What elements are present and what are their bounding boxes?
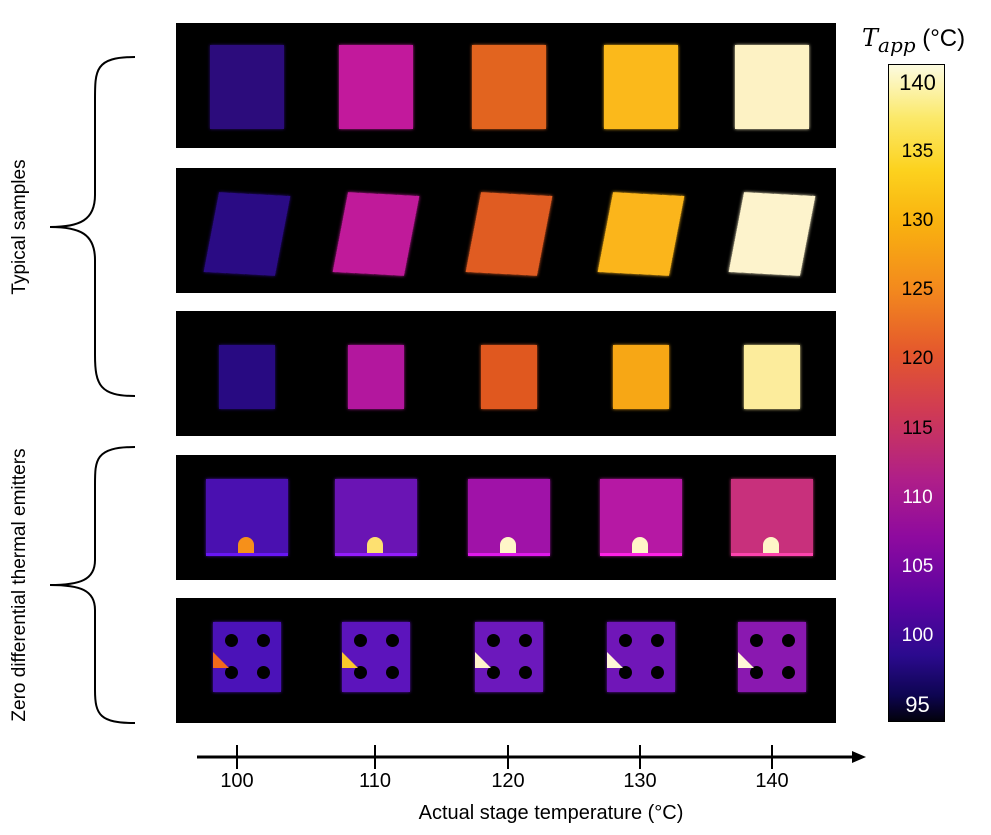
sample-thermal-image	[744, 345, 800, 409]
edge-strip	[731, 553, 813, 556]
hole	[619, 666, 632, 679]
hole	[225, 634, 238, 647]
colorbar-title-symbol: T	[862, 24, 879, 52]
colorbar-tick-label: 95	[905, 692, 930, 717]
hole	[651, 666, 664, 679]
hole	[257, 634, 270, 647]
hole	[386, 666, 399, 679]
sample-thermal-image	[348, 345, 404, 409]
edge-strip	[600, 553, 682, 556]
x-tick-label: 140	[755, 770, 789, 792]
sample-thermal-image	[475, 622, 543, 692]
thermal-image-row	[176, 168, 836, 293]
hole	[487, 666, 500, 679]
x-tick-label: 100	[220, 770, 254, 792]
hole	[519, 634, 532, 647]
thermal-image-row	[176, 598, 836, 723]
thermal-image-row	[176, 23, 836, 148]
colorbar-tick-label: 120	[901, 348, 934, 370]
hotspot	[763, 537, 779, 556]
hole	[651, 634, 664, 647]
hole	[354, 634, 367, 647]
colorbar-tick-label: 105	[901, 555, 934, 577]
sample-thermal-image	[735, 45, 809, 129]
colorbar-tick-label: 130	[901, 210, 934, 232]
hole	[782, 634, 795, 647]
colorbar-title-unit: (°C)	[915, 25, 966, 52]
hotspot	[238, 537, 254, 556]
label-typical-samples: Typical samples	[9, 159, 30, 295]
sample-thermal-image	[339, 45, 413, 129]
sample-thermal-image	[335, 479, 417, 556]
sample-thermal-image	[600, 479, 682, 556]
hole	[354, 666, 367, 679]
hotspot	[367, 537, 383, 556]
sample-thermal-image	[604, 45, 678, 129]
brace-typical-samples	[49, 56, 136, 397]
thermal-image-row	[176, 311, 836, 436]
hole	[257, 666, 270, 679]
colorbar-tick-label: 135	[901, 141, 934, 163]
hole	[386, 634, 399, 647]
sample-thermal-image	[206, 479, 288, 556]
sample-thermal-image	[210, 45, 284, 129]
colorbar-tick-label: 100	[901, 624, 934, 646]
colorbar-tick-label: 140	[899, 70, 936, 95]
arrow-head-icon	[852, 751, 866, 763]
hole	[225, 666, 238, 679]
hotspot	[632, 537, 648, 556]
x-tick-label: 110	[359, 770, 391, 792]
hole	[487, 634, 500, 647]
brace-zero-emitters	[49, 446, 136, 724]
colorbar-title: Tapp (°C)	[862, 24, 965, 58]
thermal-image-row	[176, 455, 836, 580]
colorbar-tick-label: 110	[902, 486, 933, 508]
x-tick-label: 120	[491, 770, 525, 792]
sample-thermal-image	[213, 622, 281, 692]
hole	[519, 666, 532, 679]
sample-thermal-image	[481, 345, 537, 409]
hole	[750, 666, 763, 679]
sample-thermal-image	[738, 622, 806, 692]
colorbar-tick-label: 125	[901, 279, 934, 301]
hotspot	[500, 537, 516, 556]
hole	[750, 634, 763, 647]
sample-thermal-image	[613, 345, 669, 409]
hole	[619, 634, 632, 647]
sample-thermal-image	[731, 479, 813, 556]
edge-strip	[206, 553, 288, 556]
colorbar-title-subscript: app	[878, 32, 916, 57]
colorbar-tick-label: 115	[902, 417, 933, 439]
sample-thermal-image	[607, 622, 675, 692]
x-axis-label: Actual stage temperature (°C)	[418, 802, 684, 824]
colorbar: 140 135 130 125 120 115 110 105 100 95	[888, 64, 945, 722]
sample-thermal-image	[342, 622, 410, 692]
hole	[782, 666, 795, 679]
edge-strip	[468, 553, 550, 556]
sample-thermal-image	[472, 45, 546, 129]
sample-thermal-image	[219, 345, 275, 409]
label-zero-differential-emitters: Zero differential thermal emitters	[9, 448, 30, 722]
edge-strip	[335, 553, 417, 556]
x-tick-label: 130	[623, 770, 657, 792]
sample-thermal-image	[468, 479, 550, 556]
